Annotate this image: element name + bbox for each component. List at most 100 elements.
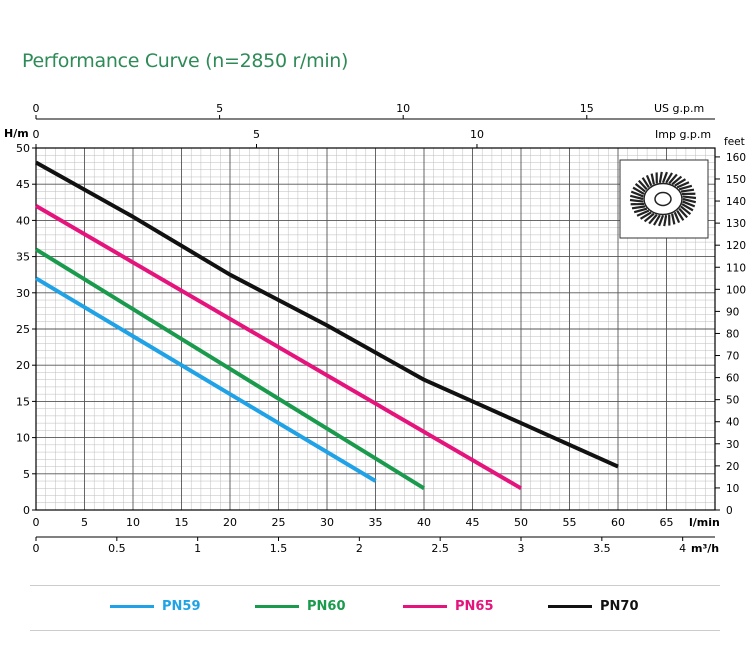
x-lmin-tick-label: 60 xyxy=(611,516,625,529)
y-right-tick-label: 100 xyxy=(726,284,746,296)
y-right-tick-label: 80 xyxy=(726,328,739,340)
x-lmin-tick-label: 20 xyxy=(223,516,237,529)
y-left-axis-label: H/m xyxy=(4,127,29,140)
impeller-vane xyxy=(682,197,697,204)
impeller-vane xyxy=(641,177,650,188)
performance-chart: 50454035302520151050H/m16015014013012011… xyxy=(4,102,746,555)
impeller-vane xyxy=(665,172,673,184)
impeller-vane xyxy=(663,215,668,227)
legend-item-pn59: PN59 xyxy=(110,599,201,614)
x-lmin-tick-label: 65 xyxy=(660,516,674,529)
impeller-vane xyxy=(676,181,690,189)
impeller-vane xyxy=(682,200,696,208)
impeller-image xyxy=(619,159,709,239)
impeller-vane xyxy=(648,213,658,225)
impeller-vane xyxy=(633,207,648,214)
x-m3h-tick-label: 3 xyxy=(518,542,525,555)
x-us-tick-label: 15 xyxy=(580,102,594,115)
impeller-vane xyxy=(653,214,661,226)
x-m3h-tick-label: 1.5 xyxy=(270,542,288,555)
impeller-vane xyxy=(673,211,681,224)
x-m3h-tick-label: 0 xyxy=(33,542,40,555)
y-right-tick-label: 120 xyxy=(726,240,746,252)
legend-label: PN59 xyxy=(162,599,201,614)
x-lmin-tick-label: 55 xyxy=(563,516,577,529)
impeller-vane xyxy=(682,195,697,200)
x-lmin-tick-label: 45 xyxy=(466,516,480,529)
x-us-tick-label: 0 xyxy=(33,102,40,115)
x-us-axis-label: US g.p.m xyxy=(654,102,704,115)
y-right-tick-label: 90 xyxy=(726,306,739,318)
axis-layer: 50454035302520151050H/m16015014013012011… xyxy=(4,102,746,555)
legend-item-pn60: PN60 xyxy=(255,599,346,614)
y-left-tick-label: 20 xyxy=(16,359,30,372)
y-left-tick-label: 40 xyxy=(16,214,30,227)
legend-label: PN65 xyxy=(455,599,494,614)
x-lmin-tick-label: 15 xyxy=(175,516,189,529)
legend-swatch xyxy=(110,605,154,608)
impeller-vane xyxy=(680,188,695,193)
legend-label: PN70 xyxy=(600,599,639,614)
impeller-vane xyxy=(674,178,687,187)
y-left-tick-label: 25 xyxy=(16,323,30,336)
x-m3h-tick-label: 2 xyxy=(356,542,363,555)
y-right-axis-label: feet xyxy=(724,136,745,148)
impeller-vane xyxy=(634,183,646,193)
x-lmin-tick-label: 35 xyxy=(369,516,383,529)
chart-title: Performance Curve (n=2850 r/min) xyxy=(22,50,349,72)
x-lmin-tick-label: 5 xyxy=(81,516,88,529)
y-right-tick-label: 110 xyxy=(726,262,746,274)
y-left-tick-label: 45 xyxy=(16,178,30,191)
impeller-vane xyxy=(632,186,645,195)
impeller-bore xyxy=(654,191,672,207)
x-lmin-tick-label: 30 xyxy=(320,516,334,529)
impeller-vane xyxy=(678,184,693,191)
impeller-vane xyxy=(661,171,668,183)
y-right-tick-label: 50 xyxy=(726,395,739,407)
impeller-vane xyxy=(676,210,685,221)
y-left-tick-label: 35 xyxy=(16,251,30,264)
x-m3h-tick-label: 3.5 xyxy=(593,542,611,555)
x-imp-tick-label: 10 xyxy=(470,128,484,141)
legend-item-pn70: PN70 xyxy=(548,599,639,614)
y-right-tick-label: 60 xyxy=(726,373,739,385)
impeller-vane xyxy=(645,174,653,187)
impeller-vane xyxy=(678,207,688,219)
impeller-vane xyxy=(680,205,692,215)
x-lmin-tick-label: 50 xyxy=(514,516,528,529)
x-lmin-tick-label: 10 xyxy=(126,516,140,529)
impeller-vane xyxy=(629,198,644,203)
legend-swatch xyxy=(255,605,299,608)
impeller-vane xyxy=(630,190,644,198)
impeller-vane xyxy=(671,213,676,225)
series-line-pn59 xyxy=(34,276,377,483)
x-lmin-tick-label: 0 xyxy=(33,516,40,529)
y-right-tick-label: 160 xyxy=(726,152,746,164)
x-m3h-axis-label: m³/h xyxy=(691,542,719,555)
x-m3h-tick-label: 2.5 xyxy=(431,542,449,555)
y-right-tick-label: 40 xyxy=(726,417,739,429)
legend: PN59 PN60 PN65 PN70 xyxy=(0,585,750,631)
series-line-pn70 xyxy=(35,160,619,469)
x-m3h-tick-label: 4 xyxy=(679,542,686,555)
x-imp-tick-label: 0 xyxy=(33,128,40,141)
impeller-vane xyxy=(636,209,650,217)
y-left-tick-label: 5 xyxy=(23,468,30,481)
series-line-pn65 xyxy=(34,204,523,491)
impeller-vane xyxy=(668,173,678,185)
x-us-tick-label: 5 xyxy=(216,102,223,115)
x-us-tick-label: 10 xyxy=(396,102,410,115)
y-right-tick-label: 150 xyxy=(726,174,746,186)
impeller-vane xyxy=(638,179,648,191)
impeller-vane xyxy=(658,215,665,227)
impeller-vane xyxy=(631,205,646,210)
x-m3h-tick-label: 0.5 xyxy=(108,542,126,555)
impeller-vane xyxy=(643,212,655,223)
series-layer xyxy=(34,160,619,491)
y-right-tick-label: 140 xyxy=(726,196,746,208)
impeller-vane xyxy=(671,175,683,186)
impeller-vane xyxy=(681,203,694,212)
y-left-tick-label: 15 xyxy=(16,395,30,408)
y-right-tick-label: 0 xyxy=(726,505,733,517)
legend-swatch xyxy=(403,605,447,608)
